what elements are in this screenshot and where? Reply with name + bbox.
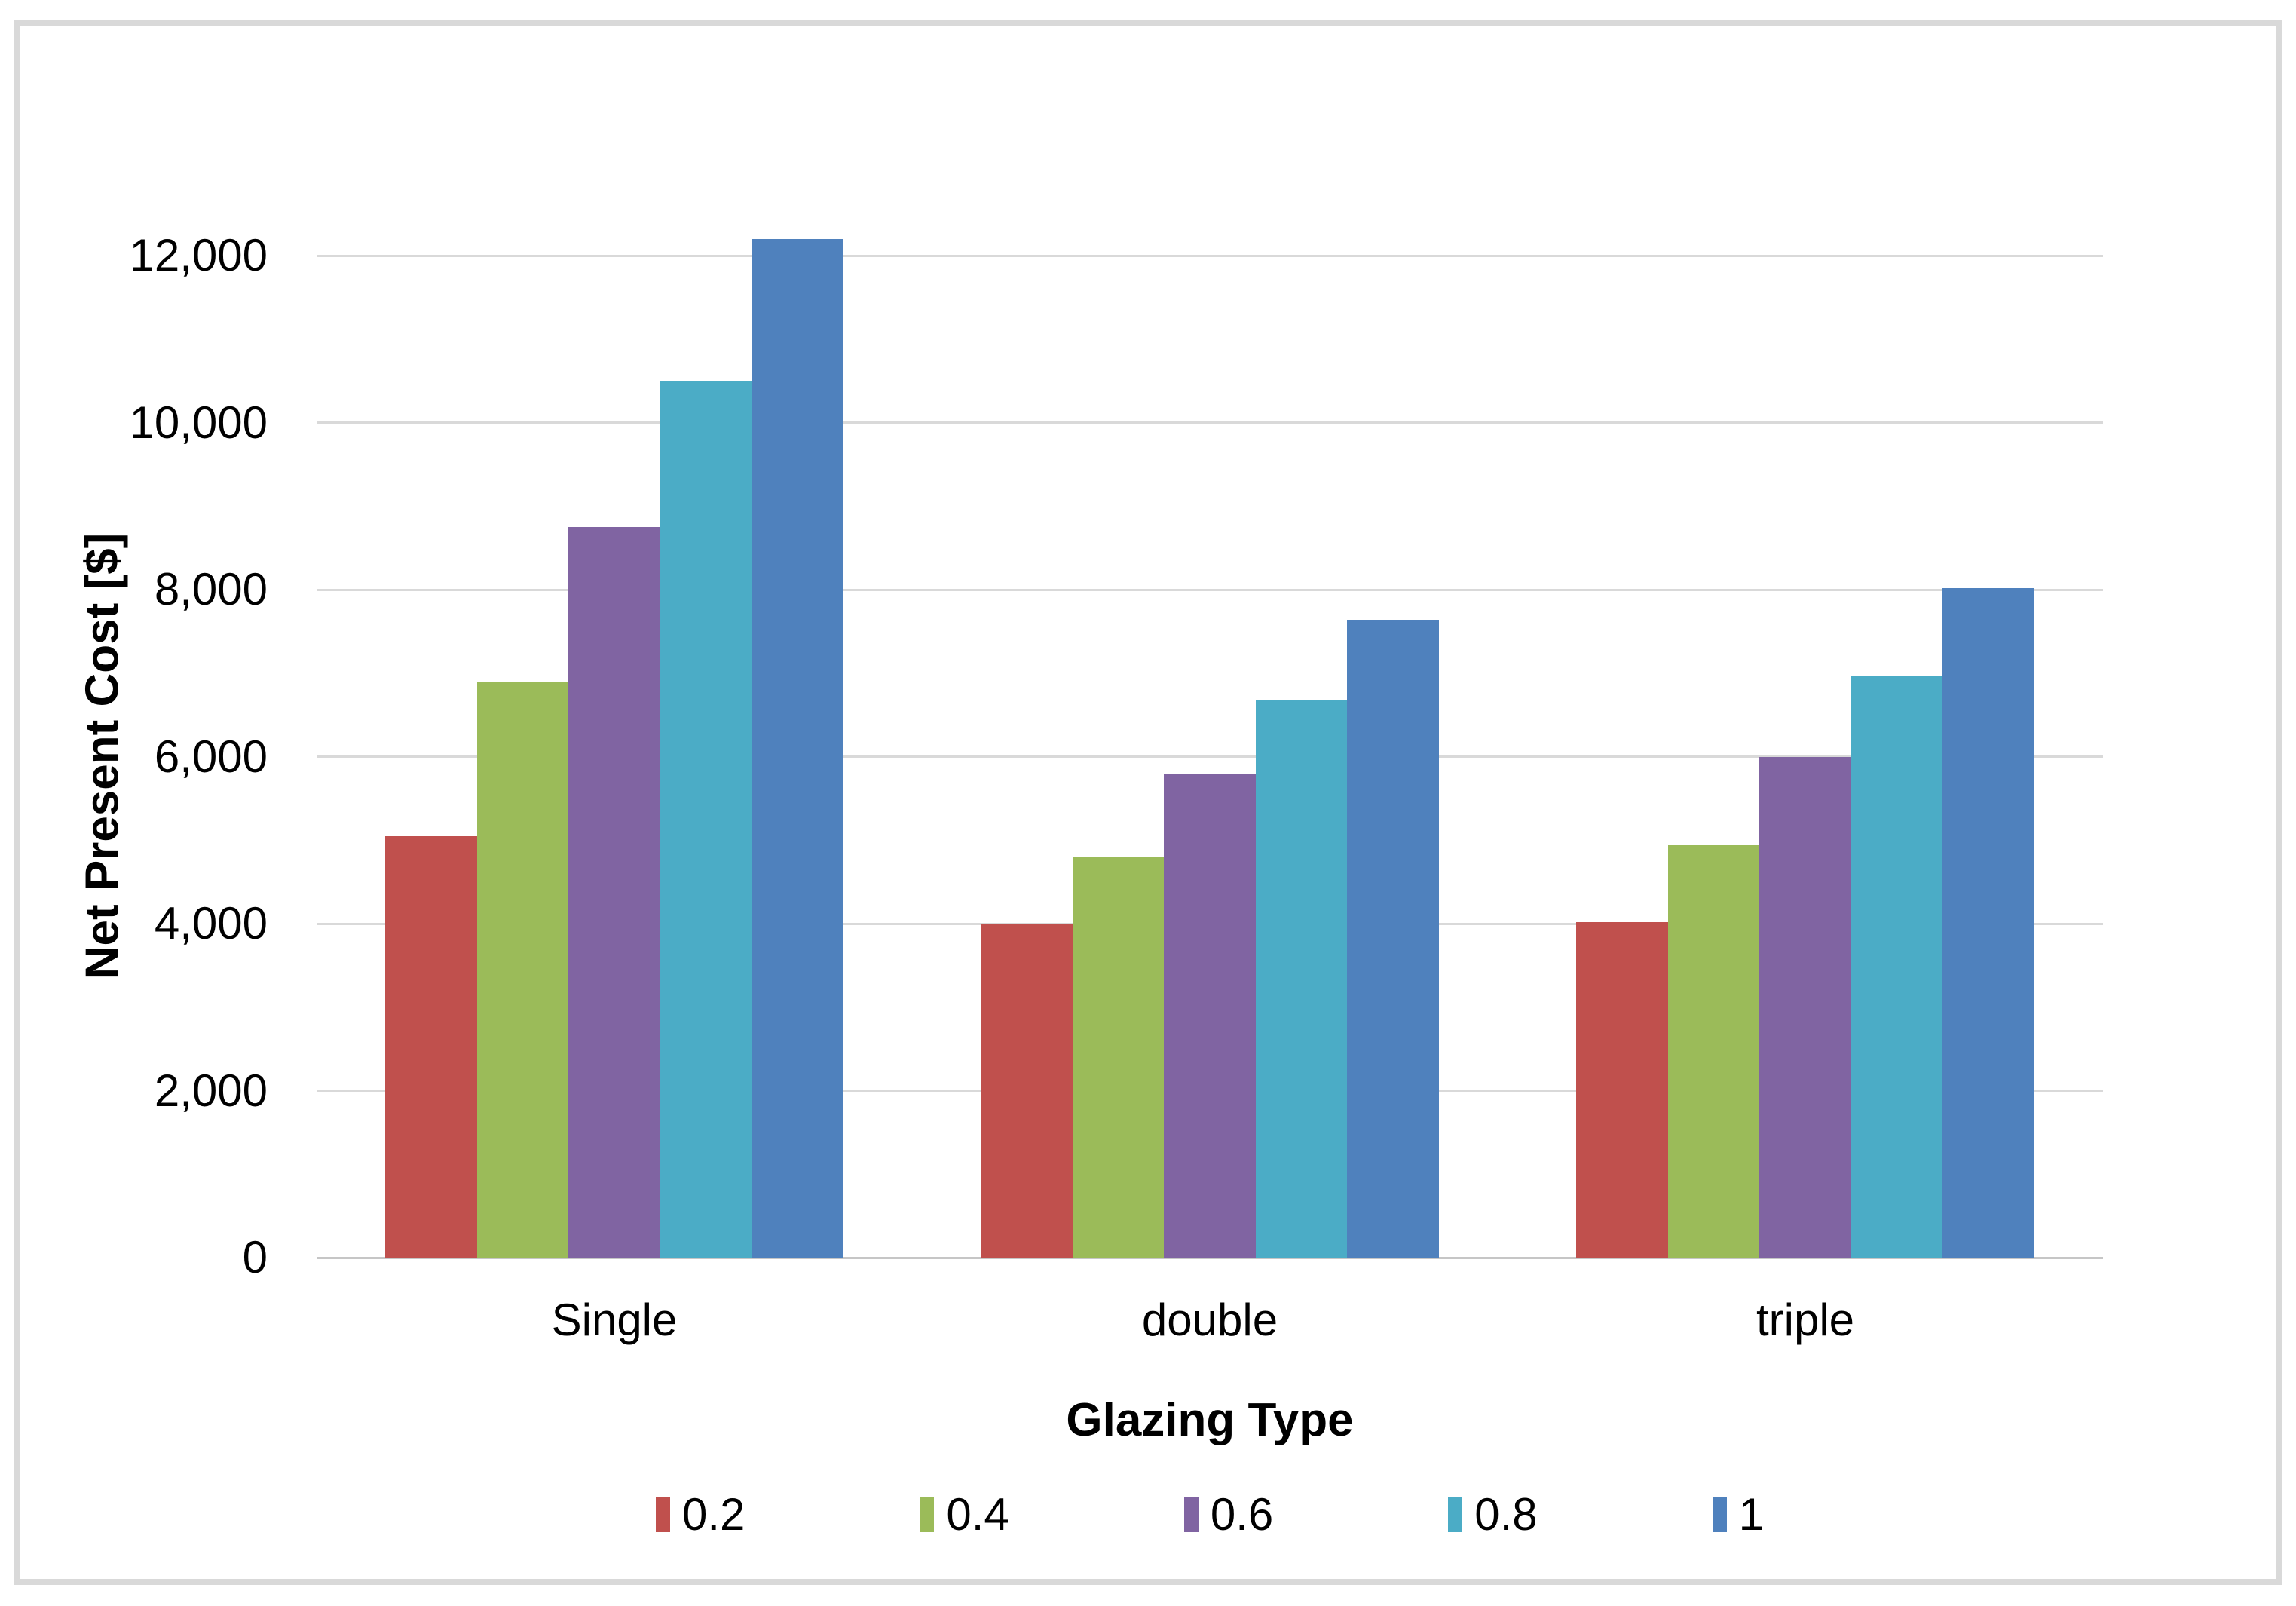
- legend-item-0.2: 0.2: [655, 1489, 745, 1540]
- y-tick-6,000: 6,000: [154, 731, 268, 782]
- y-tick-12,000: 12,000: [129, 230, 268, 280]
- legend-item-0.8: 0.8: [1448, 1489, 1538, 1540]
- bar-triple-0.2: [1576, 921, 1668, 1258]
- y-axis-title-text: Net Present Cost [$]: [76, 532, 129, 980]
- legend-swatch-0.8: [1448, 1497, 1463, 1532]
- legend: 0.2 0.4 0.6 0.8 1: [317, 1491, 2103, 1538]
- legend-label-0.2: 0.2: [681, 1489, 745, 1540]
- bar-single-0.8: [660, 381, 752, 1258]
- bar-single-0.6: [568, 526, 660, 1258]
- legend-swatch-0.4: [920, 1497, 935, 1532]
- bar-single-0.2: [385, 835, 477, 1258]
- y-tick-4,000: 4,000: [154, 898, 268, 949]
- x-category-label-triple: triple: [1756, 1295, 1855, 1345]
- bar-single-1: [752, 238, 843, 1258]
- x-category-label-single: Single: [551, 1295, 678, 1345]
- legend-swatch-0.6: [1183, 1497, 1199, 1532]
- legend-item-0.6: 0.6: [1183, 1489, 1274, 1540]
- legend-swatch-1: [1712, 1497, 1727, 1532]
- y-tick-2,000: 2,000: [154, 1065, 268, 1116]
- gridline-10,000: [317, 421, 2103, 424]
- legend-swatch-0.2: [655, 1497, 670, 1532]
- bar-double-0.4: [1072, 857, 1164, 1258]
- legend-label-1: 1: [1738, 1489, 1765, 1540]
- bar-triple-1: [1942, 587, 2034, 1258]
- legend-label-0.6: 0.6: [1210, 1489, 1274, 1540]
- bar-triple-0.6: [1759, 756, 1851, 1258]
- bar-double-1: [1347, 619, 1439, 1258]
- bar-single-0.4: [476, 681, 568, 1258]
- legend-label-0.8: 0.8: [1474, 1489, 1538, 1540]
- bar-double-0.6: [1164, 774, 1256, 1258]
- x-axis-line: [317, 1256, 2103, 1259]
- y-tick-8,000: 8,000: [154, 564, 268, 615]
- legend-item-1: 1: [1712, 1489, 1765, 1540]
- gridline-6,000: [317, 755, 2103, 758]
- bar-triple-0.8: [1851, 676, 1942, 1258]
- legend-label-0.4: 0.4: [946, 1489, 1009, 1540]
- y-tick-10,000: 10,000: [129, 397, 268, 448]
- bar-triple-0.4: [1667, 844, 1759, 1258]
- gridline-12,000: [317, 254, 2103, 257]
- legend-item-0.4: 0.4: [920, 1491, 1009, 1538]
- gridline-8,000: [317, 588, 2103, 591]
- x-category-label-double: double: [1141, 1295, 1278, 1345]
- bar-double-0.8: [1255, 700, 1347, 1258]
- y-tick-0: 0: [242, 1232, 268, 1283]
- x-axis-title: Glazing Type: [1066, 1394, 1354, 1446]
- bar-double-0.2: [981, 924, 1073, 1258]
